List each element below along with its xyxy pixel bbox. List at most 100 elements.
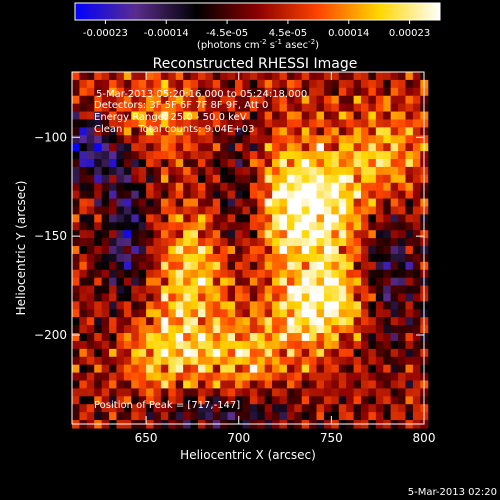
heatmap-cell xyxy=(383,325,392,334)
heatmap-cell xyxy=(383,182,392,192)
heatmap-cell xyxy=(361,159,370,168)
heatmap-cell xyxy=(249,380,258,390)
heatmap-cell xyxy=(346,269,355,279)
heatmap-cell xyxy=(353,372,362,382)
heatmap-cell xyxy=(227,325,236,334)
heatmap-cell xyxy=(398,396,407,405)
heatmap-cell xyxy=(309,222,318,231)
heatmap-cell xyxy=(242,356,251,366)
heatmap-cell xyxy=(257,159,266,168)
heatmap-cell xyxy=(294,356,303,366)
heatmap-cell xyxy=(264,380,273,390)
heatmap-cell xyxy=(375,317,384,326)
heatmap-cell xyxy=(183,87,192,97)
heatmap-cell xyxy=(257,230,266,239)
heatmap-cell xyxy=(309,111,318,121)
heatmap-cell xyxy=(286,159,295,168)
heatmap-cell xyxy=(131,269,140,279)
heatmap-cell xyxy=(368,340,377,350)
heatmap-cell xyxy=(72,356,81,366)
heatmap-cell xyxy=(212,269,221,279)
heatmap-cell xyxy=(323,253,332,263)
heatmap-cell xyxy=(353,412,362,421)
heatmap-cell xyxy=(212,261,221,271)
heatmap-cell xyxy=(160,325,169,334)
heatmap-cell xyxy=(220,269,229,279)
heatmap-cell xyxy=(131,325,140,334)
heatmap-cell xyxy=(390,190,399,200)
heatmap-cell xyxy=(138,135,147,144)
heatmap-cell xyxy=(220,325,229,334)
heatmap-cell xyxy=(331,95,340,105)
heatmap-cell xyxy=(286,253,295,263)
heatmap-cell xyxy=(264,388,273,397)
heatmap-cell xyxy=(101,238,110,247)
heatmap-cell xyxy=(383,79,392,89)
heatmap-cell xyxy=(183,72,192,81)
heatmap-cell xyxy=(220,412,229,421)
heatmap-cell xyxy=(94,364,103,374)
heatmap-cell xyxy=(316,356,325,366)
heatmap-cell xyxy=(264,301,273,310)
heatmap-cell xyxy=(272,340,281,350)
heatmap-cell xyxy=(286,261,295,271)
heatmap-cell xyxy=(361,285,370,295)
heatmap-cell xyxy=(279,159,288,168)
heatmap-cell xyxy=(412,151,421,160)
heatmap-cell xyxy=(323,317,332,326)
heatmap-cell xyxy=(346,293,355,302)
heatmap-cell xyxy=(123,380,132,390)
heatmap-cell xyxy=(301,388,310,397)
heatmap-cell xyxy=(205,388,214,397)
heatmap-cell xyxy=(353,396,362,405)
heatmap-cell xyxy=(368,356,377,366)
heatmap-cell xyxy=(168,79,177,89)
heatmap-cell xyxy=(294,301,303,310)
heatmap-cell xyxy=(94,412,103,421)
heatmap-cell xyxy=(146,95,155,105)
heatmap-cell xyxy=(220,246,229,255)
heatmap-cell xyxy=(368,404,377,413)
heatmap-cell xyxy=(123,396,132,405)
heatmap-cell xyxy=(123,159,132,168)
heatmap-cell xyxy=(79,214,88,223)
heatmap-cell xyxy=(131,309,140,318)
heatmap-cell xyxy=(323,95,332,105)
heatmap-cell xyxy=(390,111,399,121)
heatmap-cell xyxy=(368,111,377,121)
peak-position-label: Position of Peak = [717,-147] xyxy=(94,400,240,411)
heatmap-cell xyxy=(368,174,377,184)
heatmap-cell xyxy=(160,340,169,350)
heatmap-cell xyxy=(72,190,81,200)
heatmap-cell xyxy=(301,95,310,105)
heatmap-cell xyxy=(175,356,184,366)
heatmap-cell xyxy=(383,198,392,208)
heatmap-cell xyxy=(175,253,184,263)
heatmap-cell xyxy=(138,72,147,81)
heatmap-cell xyxy=(146,182,155,192)
heatmap-cell xyxy=(353,253,362,263)
heatmap-cell xyxy=(264,95,273,105)
heatmap-cell xyxy=(123,127,132,136)
heatmap-cell xyxy=(383,246,392,255)
heatmap-cell xyxy=(294,238,303,247)
heatmap-cell xyxy=(361,79,370,89)
heatmap-cell xyxy=(323,372,332,382)
heatmap-cell xyxy=(390,372,399,382)
heatmap-cell xyxy=(353,72,362,81)
heatmap-cell xyxy=(190,364,199,374)
heatmap-cell xyxy=(361,151,370,160)
heatmap-cell xyxy=(264,246,273,255)
heatmap-cell xyxy=(175,111,184,121)
heatmap-cell xyxy=(220,277,229,287)
heatmap-cell xyxy=(294,190,303,200)
heatmap-cell xyxy=(94,325,103,334)
heatmap-cell xyxy=(398,103,407,113)
heatmap-cell xyxy=(353,388,362,397)
heatmap-cell xyxy=(361,72,370,81)
heatmap-cell xyxy=(316,340,325,350)
heatmap-cell xyxy=(301,356,310,366)
heatmap-cell xyxy=(390,222,399,231)
heatmap-cell xyxy=(242,79,251,89)
heatmap-cell xyxy=(116,174,125,184)
